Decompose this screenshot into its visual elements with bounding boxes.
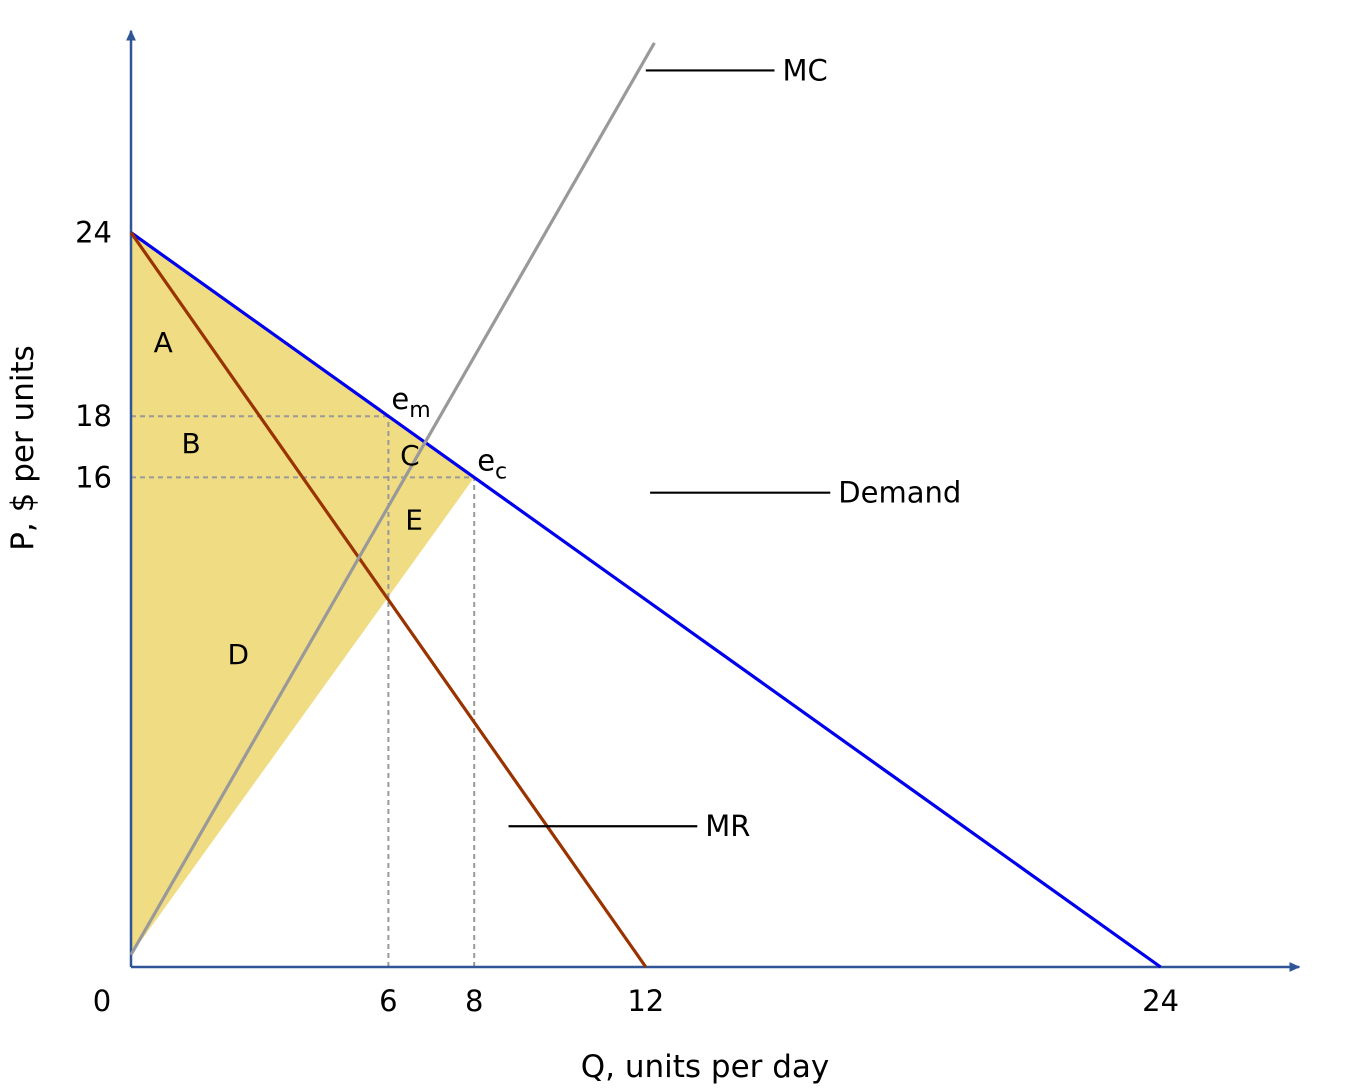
mr-line — [129, 231, 648, 968]
series-lines — [129, 42, 1162, 969]
point-label-em: em — [391, 382, 430, 423]
region-label-e: E — [405, 503, 423, 536]
y-tick-label-16: 16 — [75, 460, 112, 494]
curve-labels: MC Demand MR — [705, 53, 961, 843]
y-tick-label-18: 18 — [75, 399, 112, 433]
mr-curve-label: MR — [705, 809, 750, 843]
y-tick-labels: 24 18 16 — [75, 216, 112, 495]
point-label-ec: ec — [477, 443, 507, 484]
region-label-c: C — [400, 439, 420, 472]
region-label-a: A — [154, 326, 173, 359]
x-tick-label-0: 0 — [93, 984, 111, 1018]
y-tick-label-24: 24 — [75, 216, 112, 250]
demand-curve-label: Demand — [838, 476, 961, 510]
x-axis-title: Q, units per day — [581, 1049, 830, 1085]
y-axis-title: P, $ per units — [5, 345, 41, 551]
point-labels: em ec — [391, 382, 507, 484]
shaded-surplus-region — [131, 232, 475, 955]
x-tick-label-6: 6 — [379, 984, 397, 1018]
demand-line — [130, 231, 1162, 969]
mc-line — [129, 42, 656, 956]
x-tick-labels: 0 6 8 12 24 — [93, 984, 1179, 1018]
region-labels: A B CE D — [154, 326, 423, 671]
region-label-b: B — [181, 427, 200, 460]
region-label-d: D — [227, 638, 249, 671]
x-tick-label-12: 12 — [627, 984, 664, 1018]
mc-curve-label: MC — [783, 53, 828, 87]
x-tick-label-24: 24 — [1142, 984, 1179, 1018]
x-tick-label-8: 8 — [465, 984, 483, 1018]
label-leader-lines — [508, 69, 831, 828]
